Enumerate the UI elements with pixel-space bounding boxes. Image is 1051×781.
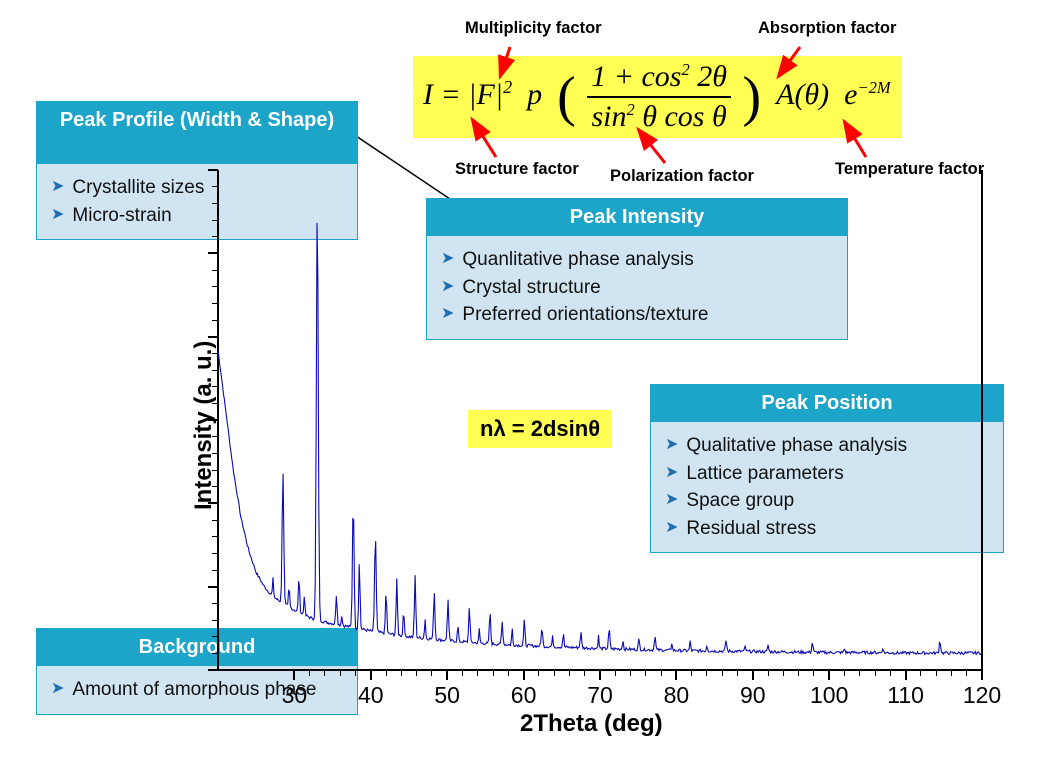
card-title: Peak Profile (Width & Shape) <box>37 102 357 164</box>
xtick-label: 70 <box>578 682 622 709</box>
list-item-label: Crystallite sizes <box>72 174 204 202</box>
xtick-label: 80 <box>654 682 698 709</box>
xtick-label: 90 <box>731 682 775 709</box>
bullet-icon: ➤ <box>51 676 64 702</box>
intensity-equation: I = |F|2 p ( 1 + cos2 2θ sin2 θ cos θ ) … <box>413 56 901 138</box>
xtick-label: 120 <box>960 682 1004 709</box>
yaxis-title: Intensity (a. u.) <box>190 341 218 510</box>
xtick-label: 40 <box>349 682 393 709</box>
bullet-icon: ➤ <box>51 174 64 200</box>
xtick-label: 50 <box>425 682 469 709</box>
xtick-label: 60 <box>502 682 546 709</box>
xtick-label: 110 <box>884 682 928 709</box>
xtick-label: 100 <box>807 682 851 709</box>
bullet-icon: ➤ <box>51 202 64 228</box>
label-multiplicity: Multiplicity factor <box>465 19 602 38</box>
list-item-label: Micro-strain <box>72 202 171 230</box>
label-absorption: Absorption factor <box>758 19 896 38</box>
xaxis-title: 2Theta (deg) <box>520 710 663 738</box>
xrd-line-chart <box>218 170 982 670</box>
xtick-label: 30 <box>272 682 316 709</box>
